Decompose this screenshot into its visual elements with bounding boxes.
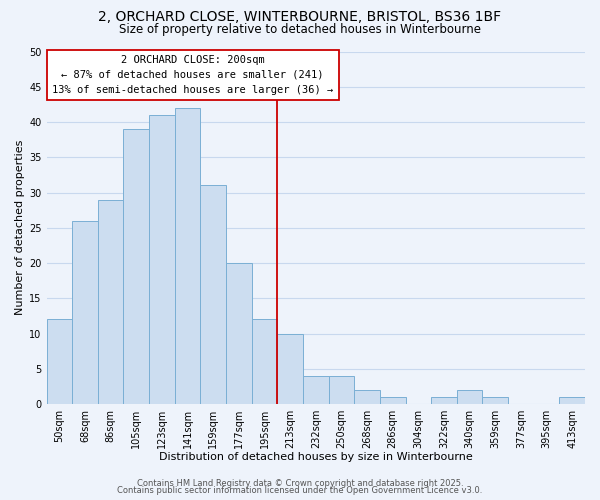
Y-axis label: Number of detached properties: Number of detached properties <box>15 140 25 316</box>
Bar <box>47 320 72 404</box>
Bar <box>431 397 457 404</box>
Bar <box>457 390 482 404</box>
Bar <box>251 320 277 404</box>
Bar <box>354 390 380 404</box>
Bar <box>329 376 354 404</box>
Text: 2 ORCHARD CLOSE: 200sqm
← 87% of detached houses are smaller (241)
13% of semi-d: 2 ORCHARD CLOSE: 200sqm ← 87% of detache… <box>52 55 334 94</box>
Bar <box>124 129 149 404</box>
Bar <box>482 397 508 404</box>
Text: 2, ORCHARD CLOSE, WINTERBOURNE, BRISTOL, BS36 1BF: 2, ORCHARD CLOSE, WINTERBOURNE, BRISTOL,… <box>98 10 502 24</box>
Bar <box>380 397 406 404</box>
Text: Contains public sector information licensed under the Open Government Licence v3: Contains public sector information licen… <box>118 486 482 495</box>
Bar <box>200 186 226 404</box>
Bar <box>72 220 98 404</box>
Bar <box>303 376 329 404</box>
Bar <box>98 200 124 404</box>
Bar <box>277 334 303 404</box>
Bar <box>559 397 585 404</box>
Bar <box>226 263 251 404</box>
Bar <box>175 108 200 404</box>
Text: Size of property relative to detached houses in Winterbourne: Size of property relative to detached ho… <box>119 22 481 36</box>
X-axis label: Distribution of detached houses by size in Winterbourne: Distribution of detached houses by size … <box>159 452 473 462</box>
Text: Contains HM Land Registry data © Crown copyright and database right 2025.: Contains HM Land Registry data © Crown c… <box>137 478 463 488</box>
Bar <box>149 115 175 404</box>
